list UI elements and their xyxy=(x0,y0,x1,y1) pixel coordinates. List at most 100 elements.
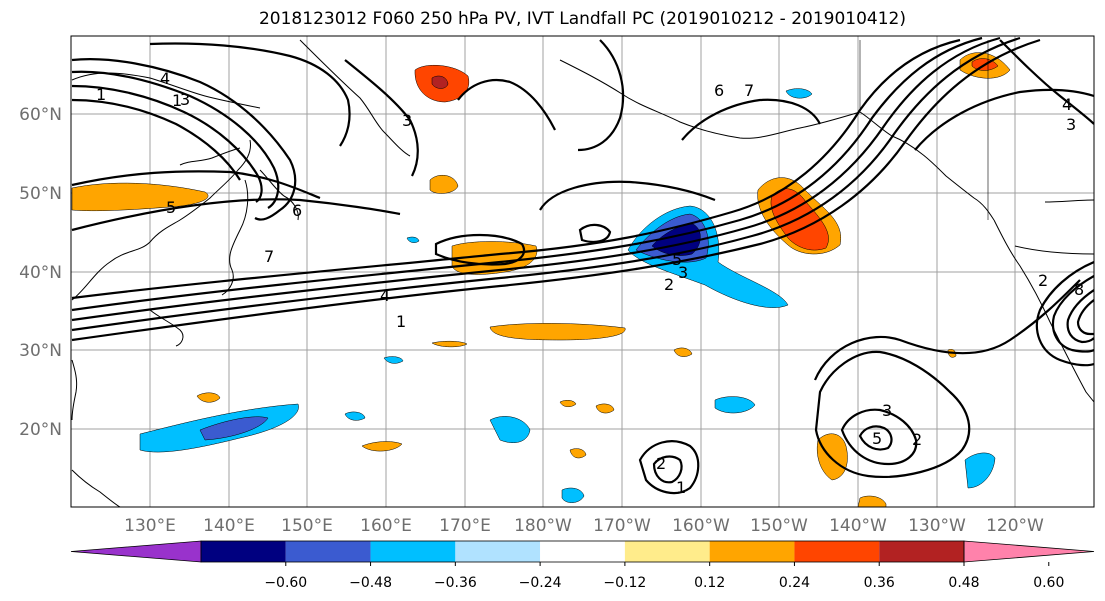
contour-label: 4 xyxy=(1062,95,1072,114)
lon-label: 180°W xyxy=(514,516,572,536)
colorbar: −0.60 −0.48 −0.36 −0.24 −0.12 0.12 0.24 0.36 0.4… xyxy=(70,540,1095,591)
anomaly-patch xyxy=(785,88,813,99)
contour-line xyxy=(999,39,1094,125)
contour-label: 2 xyxy=(1038,271,1048,290)
lat-label: 30°N xyxy=(19,341,62,361)
contour-label: 3 xyxy=(402,111,412,130)
anomaly-patch xyxy=(406,236,420,243)
lon-label: 130°E xyxy=(124,516,176,536)
contour-line xyxy=(344,59,419,177)
anomaly-patch xyxy=(429,174,459,194)
contour-line xyxy=(71,38,961,300)
lat-label: 20°N xyxy=(19,420,62,440)
colorbar-tick-label: 0.60 xyxy=(1033,575,1064,591)
colorbar-swatch xyxy=(709,541,795,562)
anomaly-patch xyxy=(383,356,404,364)
contour-label: 4 xyxy=(160,69,170,88)
lon-label: 170°W xyxy=(593,516,651,536)
contour-label: 7 xyxy=(264,247,274,266)
colorbar-swatch xyxy=(201,541,286,562)
gridlines xyxy=(71,36,1094,507)
anomaly-patch xyxy=(559,400,577,407)
contour-line xyxy=(149,42,351,147)
contour-label: 7 xyxy=(744,81,754,100)
coastlines xyxy=(71,39,1094,507)
colorbar-swatch xyxy=(794,541,880,562)
contour-label: 5 xyxy=(166,198,176,217)
colorbar-swatch xyxy=(624,541,710,562)
longitude-labels: 130°E 140°E 150°E 160°E 170°E 180°W 170°… xyxy=(124,516,1044,536)
contour-line xyxy=(434,233,526,266)
contour-label: 3 xyxy=(180,90,190,109)
anomaly-patch xyxy=(964,452,996,489)
contour-label: 1 xyxy=(172,91,182,110)
colorbar-outline xyxy=(200,540,965,563)
lon-label: 170°E xyxy=(439,516,491,536)
contour-line xyxy=(681,98,821,141)
colorbar-swatches xyxy=(70,540,1095,563)
lon-label: 160°W xyxy=(672,516,730,536)
colorbar-tick-label: 0.12 xyxy=(694,575,725,591)
contour-line xyxy=(577,39,625,152)
colorbar-tick-label: 0.36 xyxy=(864,575,895,591)
contour-lines xyxy=(71,36,1094,495)
latitude-labels: 60°N 50°N 40°N 30°N 20°N xyxy=(19,105,62,440)
contour-line xyxy=(1076,299,1094,336)
lon-label: 130°W xyxy=(908,516,966,536)
colorbar-tick-label: 0.48 xyxy=(948,575,979,591)
contour-line xyxy=(71,58,297,221)
colorbar-swatch xyxy=(370,541,456,562)
colorbar-extension-high xyxy=(963,540,1095,563)
contour-label: 2 xyxy=(656,454,666,473)
colorbar-swatch xyxy=(879,541,964,562)
anomaly-patch xyxy=(595,403,615,414)
lat-label: 60°N xyxy=(19,105,62,125)
map-title: 2018123012 F060 250 hPa PV, IVT Landfall… xyxy=(258,9,906,29)
contour-line xyxy=(578,223,612,243)
contour-label: 6 xyxy=(292,201,302,220)
anomaly-patch xyxy=(361,441,403,452)
contour-line xyxy=(71,84,263,203)
anomaly-patch xyxy=(770,188,829,251)
contour-label: 3 xyxy=(882,401,892,420)
lon-label: 140°W xyxy=(829,516,887,536)
colorbar-ticks: −0.60 −0.48 −0.36 −0.24 −0.12 0.12 0.24 0.36 0.4… xyxy=(264,562,1064,591)
contour-line xyxy=(1066,289,1094,344)
anomaly-patch xyxy=(196,392,221,403)
contour-label: 4 xyxy=(380,286,390,305)
colorbar-tick-label: −0.24 xyxy=(519,575,562,591)
contour-label: 5 xyxy=(672,250,682,269)
colorbar-tick-label: 0.24 xyxy=(779,575,810,591)
colorbar-tick-label: −0.36 xyxy=(434,575,477,591)
lat-label: 50°N xyxy=(19,184,62,204)
contour-label: 1 xyxy=(96,85,106,104)
colorbar-tick-label: −0.60 xyxy=(264,575,307,591)
lon-label: 160°E xyxy=(360,516,412,536)
colorbar-tick-label: −0.48 xyxy=(349,575,392,591)
anomaly-patch xyxy=(714,396,756,414)
contour-label: 2 xyxy=(912,430,922,449)
contour-line xyxy=(638,440,700,495)
contour-line xyxy=(1035,260,1094,367)
contour-label: 2 xyxy=(664,275,674,294)
contour-labels: 1 3 4 1 5 6 7 6 7 5 3 2 4 1 3 5 2 1 2 3 … xyxy=(96,69,1084,497)
anomaly-patch xyxy=(489,323,626,341)
contour-line xyxy=(813,279,1081,381)
contour-label: 3 xyxy=(1066,115,1076,134)
contour-line xyxy=(914,88,1094,151)
contour-label: 8 xyxy=(1074,280,1084,299)
contour-line xyxy=(539,180,716,211)
colorbar-swatch xyxy=(455,541,541,562)
contour-line xyxy=(71,36,983,312)
map-frame xyxy=(70,35,1095,508)
anomaly-patch xyxy=(673,347,693,357)
contour-line xyxy=(1051,275,1094,353)
lon-label: 120°W xyxy=(986,516,1044,536)
map-area: 1 3 4 1 5 6 7 6 7 5 3 2 4 1 3 5 2 1 2 3 … xyxy=(71,36,1094,507)
contour-line xyxy=(71,198,401,232)
lon-label: 140°E xyxy=(203,516,255,536)
lat-label: 40°N xyxy=(19,263,62,283)
anomaly-patch xyxy=(71,182,209,212)
lon-label: 150°E xyxy=(281,516,333,536)
contour-label: 5 xyxy=(872,429,882,448)
